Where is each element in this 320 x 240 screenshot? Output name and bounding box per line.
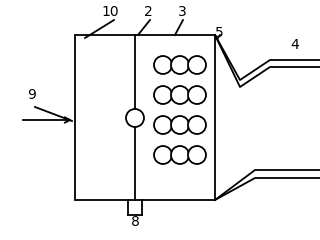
Text: 4: 4 [291, 38, 300, 52]
Circle shape [154, 86, 172, 104]
Circle shape [126, 109, 144, 127]
Circle shape [171, 146, 189, 164]
Circle shape [188, 146, 206, 164]
Circle shape [154, 56, 172, 74]
Text: 8: 8 [131, 215, 140, 229]
Circle shape [188, 86, 206, 104]
Text: 10: 10 [101, 5, 119, 19]
Circle shape [188, 116, 206, 134]
Circle shape [154, 116, 172, 134]
Circle shape [171, 116, 189, 134]
Text: 2: 2 [144, 5, 152, 19]
Text: 5: 5 [215, 26, 223, 40]
Circle shape [154, 146, 172, 164]
Text: 3: 3 [178, 5, 186, 19]
Circle shape [171, 86, 189, 104]
Bar [75, 35, 215, 200]
Circle shape [171, 56, 189, 74]
Text: 9: 9 [28, 88, 36, 102]
Circle shape [188, 56, 206, 74]
